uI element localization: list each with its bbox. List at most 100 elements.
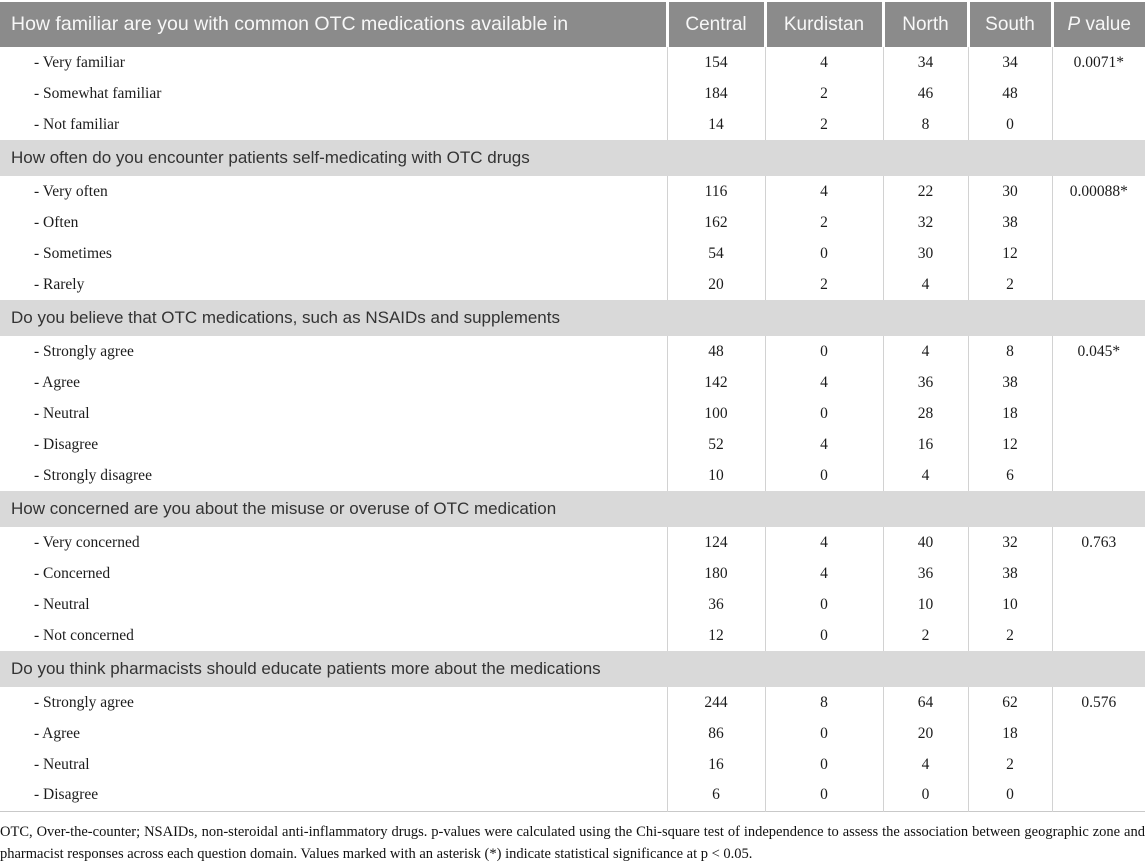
section-question: Do you think pharmacists should educate … bbox=[0, 651, 1145, 687]
response-label: - Sometimes bbox=[0, 238, 667, 269]
kurdistan-value: 0 bbox=[764, 398, 883, 429]
central-value: 6 bbox=[666, 780, 765, 811]
central-value: 116 bbox=[666, 176, 765, 207]
north-value: 4 bbox=[882, 269, 968, 300]
central-value: 14 bbox=[666, 109, 765, 140]
kurdistan-value: 0 bbox=[764, 589, 883, 620]
p-value-symbol: P bbox=[1067, 13, 1081, 35]
north-value: 4 bbox=[882, 336, 968, 367]
north-value: 16 bbox=[882, 429, 968, 460]
response-label: - Somewhat familiar bbox=[0, 78, 667, 109]
central-value: 20 bbox=[666, 269, 765, 300]
table-row: - Not concerned 12 0 2 2 bbox=[0, 620, 1145, 651]
central-value: 48 bbox=[666, 336, 765, 367]
response-label: - Very often bbox=[0, 176, 667, 207]
response-label: - Concerned bbox=[0, 558, 667, 589]
kurdistan-value: 4 bbox=[764, 367, 883, 398]
central-value: 54 bbox=[666, 238, 765, 269]
north-value: 32 bbox=[882, 207, 968, 238]
kurdistan-value: 2 bbox=[764, 269, 883, 300]
response-label: - Strongly disagree bbox=[0, 460, 667, 491]
p-value bbox=[1051, 207, 1145, 238]
south-value: 10 bbox=[967, 589, 1052, 620]
table-row: - Not familiar 14 2 8 0 bbox=[0, 109, 1145, 140]
response-label: - Agree bbox=[0, 718, 667, 749]
central-value: 10 bbox=[666, 460, 765, 491]
south-value: 38 bbox=[967, 367, 1052, 398]
p-value bbox=[1051, 558, 1145, 589]
north-value: 4 bbox=[882, 749, 968, 780]
south-value: 8 bbox=[967, 336, 1052, 367]
p-value-word: value bbox=[1085, 13, 1131, 35]
north-value: 22 bbox=[882, 176, 968, 207]
table-row: - Neutral 100 0 28 18 bbox=[0, 398, 1145, 429]
north-value: 0 bbox=[882, 780, 968, 811]
p-value bbox=[1051, 460, 1145, 491]
south-value: 6 bbox=[967, 460, 1052, 491]
section-header-row: Do you think pharmacists should educate … bbox=[0, 651, 1145, 687]
table-row: - Neutral 36 0 10 10 bbox=[0, 589, 1145, 620]
table-row: - Neutral 16 0 4 2 bbox=[0, 749, 1145, 780]
south-value: 32 bbox=[967, 527, 1052, 558]
south-value: 12 bbox=[967, 238, 1052, 269]
south-value: 2 bbox=[967, 269, 1052, 300]
p-value bbox=[1051, 589, 1145, 620]
north-value: 20 bbox=[882, 718, 968, 749]
response-label: - Strongly agree bbox=[0, 336, 667, 367]
north-value: 8 bbox=[882, 109, 968, 140]
kurdistan-value: 2 bbox=[764, 207, 883, 238]
table-row: - Strongly agree 48 0 4 8 0.045* bbox=[0, 336, 1145, 367]
p-value: 0.045* bbox=[1051, 336, 1145, 367]
north-value: 64 bbox=[882, 687, 968, 718]
table-row: - Very often 116 4 22 30 0.00088* bbox=[0, 176, 1145, 207]
response-label: - Disagree bbox=[0, 429, 667, 460]
p-value bbox=[1051, 367, 1145, 398]
north-value: 36 bbox=[882, 367, 968, 398]
response-label: - Neutral bbox=[0, 589, 667, 620]
kurdistan-value: 4 bbox=[764, 176, 883, 207]
central-value: 162 bbox=[666, 207, 765, 238]
central-value: 100 bbox=[666, 398, 765, 429]
south-value: 48 bbox=[967, 78, 1052, 109]
p-value: 0.00088* bbox=[1051, 176, 1145, 207]
south-value: 34 bbox=[967, 47, 1052, 78]
p-value bbox=[1051, 109, 1145, 140]
north-value: 34 bbox=[882, 47, 968, 78]
response-label: - Often bbox=[0, 207, 667, 238]
central-value: 142 bbox=[666, 367, 765, 398]
section-header-row: Do you believe that OTC medications, suc… bbox=[0, 300, 1145, 336]
south-value: 2 bbox=[967, 749, 1052, 780]
p-value bbox=[1051, 780, 1145, 811]
header-question: How familiar are you with common OTC med… bbox=[0, 2, 667, 47]
table-row: - Disagree 6 0 0 0 bbox=[0, 780, 1145, 811]
kurdistan-value: 0 bbox=[764, 336, 883, 367]
north-value: 2 bbox=[882, 620, 968, 651]
south-value: 0 bbox=[967, 780, 1052, 811]
central-value: 36 bbox=[666, 589, 765, 620]
response-label: - Neutral bbox=[0, 749, 667, 780]
kurdistan-value: 0 bbox=[764, 718, 883, 749]
north-value: 30 bbox=[882, 238, 968, 269]
p-value bbox=[1051, 749, 1145, 780]
kurdistan-value: 4 bbox=[764, 527, 883, 558]
table-footnote: OTC, Over-the-counter; NSAIDs, non-stero… bbox=[0, 823, 1145, 862]
south-value: 18 bbox=[967, 718, 1052, 749]
table-header-row: How familiar are you with common OTC med… bbox=[0, 2, 1145, 47]
north-value: 10 bbox=[882, 589, 968, 620]
section-question: Do you believe that OTC medications, suc… bbox=[0, 300, 1145, 336]
section-question: How concerned are you about the misuse o… bbox=[0, 491, 1145, 527]
table-row: - Disagree 52 4 16 12 bbox=[0, 429, 1145, 460]
central-value: 244 bbox=[666, 687, 765, 718]
p-value bbox=[1051, 718, 1145, 749]
kurdistan-value: 4 bbox=[764, 558, 883, 589]
central-value: 52 bbox=[666, 429, 765, 460]
table-row: - Agree 142 4 36 38 bbox=[0, 367, 1145, 398]
south-value: 38 bbox=[967, 207, 1052, 238]
column-header-kurdistan: Kurdistan bbox=[763, 2, 883, 47]
section-header-row: How often do you encounter patients self… bbox=[0, 140, 1145, 176]
survey-results-table: How familiar are you with common OTC med… bbox=[0, 2, 1145, 812]
central-value: 12 bbox=[666, 620, 765, 651]
north-value: 36 bbox=[882, 558, 968, 589]
column-header-south: South bbox=[966, 2, 1052, 47]
response-label: - Rarely bbox=[0, 269, 667, 300]
